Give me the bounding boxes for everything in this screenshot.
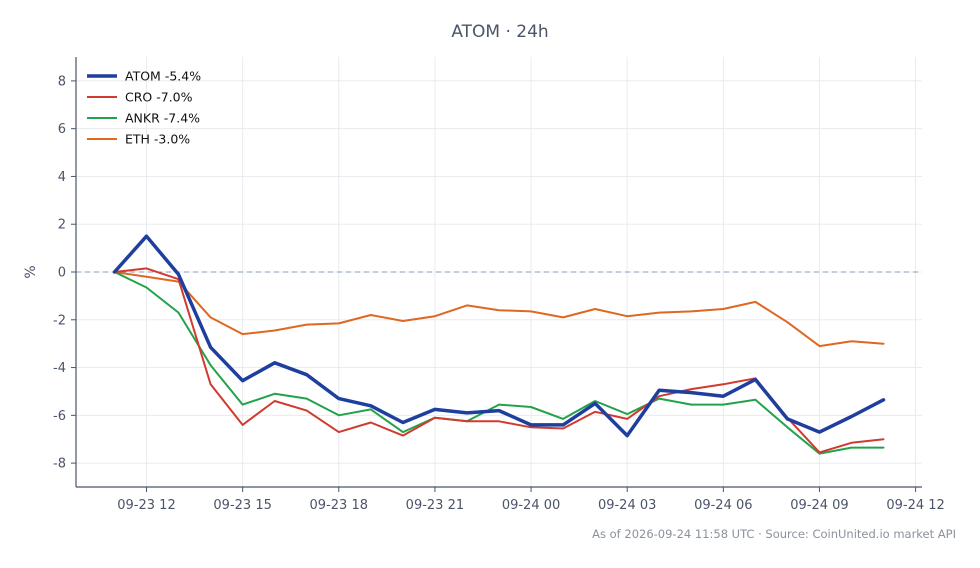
series-line-ankr bbox=[113, 271, 885, 455]
x-tick-label: 09-24 03 bbox=[598, 498, 656, 513]
x-tick-label: 09-24 06 bbox=[694, 498, 752, 513]
series-line-atom bbox=[112, 234, 886, 438]
y-tick-label: -8 bbox=[53, 457, 66, 472]
y-tick-label: -6 bbox=[53, 409, 66, 424]
y-tick-label: 0 bbox=[58, 266, 66, 281]
y-tick-label: 8 bbox=[58, 74, 66, 89]
y-tick-label: 6 bbox=[58, 122, 66, 137]
legend-label-atom: ATOM -5.4% bbox=[125, 69, 201, 84]
axes-layer: -8 -6 -4 -2 0 2 4 6 8 09-23 12 09-23 15 09-23 18 09-… bbox=[53, 57, 945, 513]
x-tick-label: 09-24 12 bbox=[886, 498, 944, 513]
y-tick-label: 2 bbox=[58, 218, 66, 233]
y-tick-label: -4 bbox=[53, 361, 66, 376]
legend-label-ankr: ANKR -7.4% bbox=[125, 111, 200, 126]
source-note: As of 2026-09-24 11:58 UTC · Source: Coi… bbox=[592, 527, 956, 541]
y-axis-label: % bbox=[23, 265, 39, 278]
x-tick-label: 09-23 15 bbox=[213, 498, 271, 513]
y-tick-label: -2 bbox=[53, 313, 66, 328]
x-tick-label: 09-24 00 bbox=[502, 498, 560, 513]
x-tick-label: 09-23 12 bbox=[117, 498, 175, 513]
x-tick-label: 09-23 18 bbox=[310, 498, 368, 513]
x-tick-label: 09-23 21 bbox=[406, 498, 464, 513]
legend: ATOM -5.4% CRO -7.0% ANKR -7.4% ETH -3.0% bbox=[87, 69, 201, 147]
series-line-cro bbox=[113, 267, 885, 454]
series-line-eth bbox=[113, 271, 885, 348]
y-tick-label: 4 bbox=[58, 170, 66, 185]
legend-label-eth: ETH -3.0% bbox=[125, 132, 190, 147]
series-layer bbox=[112, 234, 886, 455]
x-tick-label: 09-24 09 bbox=[790, 498, 848, 513]
legend-label-cro: CRO -7.0% bbox=[125, 90, 193, 105]
chart-title: ATOM · 24h bbox=[451, 22, 548, 42]
